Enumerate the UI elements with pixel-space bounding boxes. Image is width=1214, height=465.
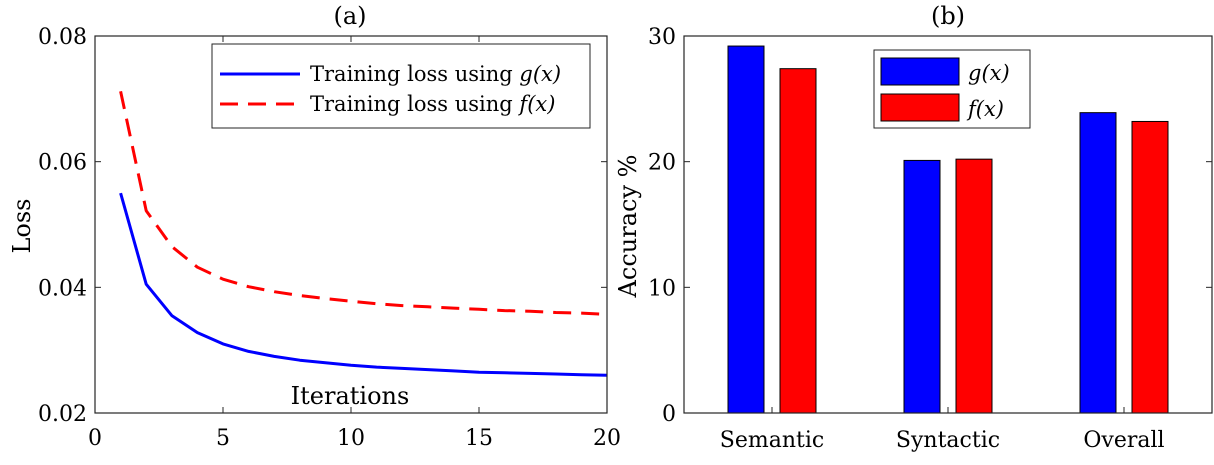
x-tick-label: 15	[465, 426, 493, 451]
y-tick-label: 0.04	[38, 276, 87, 301]
y-tick-label: 20	[648, 151, 676, 176]
y-tick-label: 10	[648, 276, 676, 301]
panel-a-y-axis-label: Loss	[8, 198, 36, 253]
legend-label-f: Training loss using f(x)	[310, 92, 555, 116]
y-tick-label: 0.06	[38, 151, 87, 176]
panel-a-axes-box	[94, 35, 608, 414]
category-label: Semantic	[720, 428, 824, 453]
panel-b-legend: g(x) f(x)	[873, 49, 1031, 129]
panel-b-axes-box	[683, 35, 1213, 414]
bar-f	[1131, 120, 1169, 414]
loss-line-chart: (a) Loss 0 5 10 15 20 0.02 0.04 0.06 0.08 Itera…	[8, 2, 621, 451]
category-label: Syntactic	[896, 428, 1000, 453]
panel-a-x-axis-label: Iterations	[291, 382, 410, 410]
bar-f	[779, 68, 817, 414]
series-line-g	[119, 192, 608, 377]
series-line-f	[119, 90, 608, 316]
panel-b-bars	[727, 45, 1169, 414]
accuracy-bar-chart: (b) Accuracy % 0 10 20 30 Semantic Syntactic…	[614, 2, 1213, 453]
panel-a-x-ticks: 0 5 10 15 20	[88, 36, 621, 451]
x-tick-label: 5	[216, 426, 230, 451]
bar-g	[1079, 112, 1117, 414]
x-tick-label: 10	[337, 426, 365, 451]
bar-f	[955, 158, 993, 414]
panel-a-series-lines	[119, 90, 608, 377]
category-label: Overall	[1083, 428, 1164, 453]
legend-label-g-math: g(x)	[519, 62, 561, 86]
legend-swatch-f-bar	[880, 93, 960, 122]
y-tick-label: 0.02	[38, 402, 87, 427]
legend-label-f-math: f(x)	[517, 92, 555, 116]
legend-label-g-prefix: Training loss using	[310, 62, 519, 86]
panel-b-y-ticks: 0 10 20 30	[648, 25, 1212, 427]
panel-a-title: (a)	[333, 2, 366, 30]
panel-b-title: (b)	[931, 2, 965, 30]
legend-label-g: Training loss using g(x)	[310, 62, 561, 86]
legend-bar-label-f: f(x)	[966, 97, 1004, 121]
panel-b-category-ticks: Semantic Syntactic Overall	[720, 407, 1165, 453]
y-tick-label: 30	[648, 25, 676, 50]
x-tick-label: 0	[88, 426, 102, 451]
panel-a-legend-box	[211, 43, 591, 129]
y-tick-label: 0.08	[38, 25, 87, 50]
panel-a-legend: Training loss using g(x) Training loss u…	[211, 43, 591, 129]
bar-g	[903, 159, 941, 414]
bar-g	[727, 45, 765, 414]
x-tick-label: 20	[593, 426, 621, 451]
y-tick-label: 0	[662, 402, 676, 427]
legend-bar-label-g: g(x)	[968, 61, 1010, 85]
legend-label-f-prefix: Training loss using	[310, 92, 519, 116]
panel-b-y-axis-label: Accuracy %	[614, 155, 642, 299]
legend-swatch-g-bar	[880, 57, 960, 86]
